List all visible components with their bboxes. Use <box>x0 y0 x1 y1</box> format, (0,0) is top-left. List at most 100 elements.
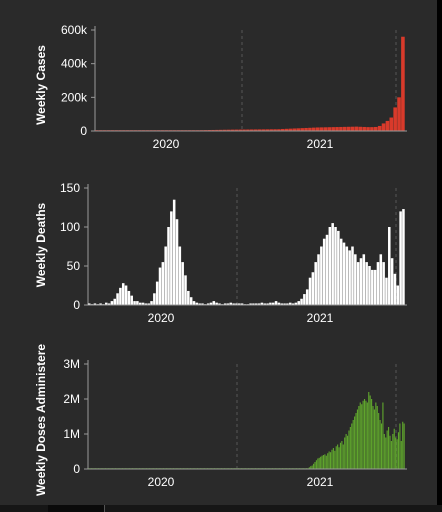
bar <box>325 234 329 305</box>
bar <box>308 467 310 469</box>
bar <box>167 227 170 305</box>
bar <box>181 262 184 305</box>
bar <box>107 303 111 305</box>
bar <box>382 402 384 469</box>
bar <box>257 303 261 305</box>
bar <box>150 301 153 305</box>
x-tick-label: 2021 <box>307 475 334 489</box>
bar <box>402 209 405 305</box>
y-tick-label: 150 <box>60 181 80 195</box>
bar <box>373 269 377 305</box>
bar <box>230 129 235 131</box>
bar <box>170 211 173 305</box>
bar <box>288 302 292 305</box>
bar <box>327 127 332 131</box>
bar <box>291 303 295 305</box>
bar <box>318 457 320 469</box>
bar <box>377 125 382 131</box>
bar <box>274 301 278 305</box>
bar <box>284 128 289 131</box>
bar <box>310 466 312 469</box>
bar <box>161 262 165 305</box>
bar <box>187 290 190 305</box>
bar <box>261 129 266 131</box>
y-tick-label: 0 <box>73 298 80 312</box>
bar <box>389 117 394 131</box>
bar <box>337 230 340 305</box>
bar <box>304 127 308 131</box>
bar <box>373 409 375 469</box>
x-tick-label: 2021 <box>307 137 334 151</box>
bar <box>325 455 327 469</box>
bar <box>386 430 388 469</box>
bar <box>366 402 368 469</box>
bar <box>312 127 316 131</box>
bar <box>211 129 215 131</box>
bar <box>379 420 381 469</box>
bar <box>155 281 159 305</box>
bar <box>365 262 368 305</box>
bar <box>354 126 359 131</box>
bar <box>356 409 358 469</box>
bar <box>354 254 357 305</box>
bar <box>315 127 320 131</box>
bar <box>399 423 401 469</box>
bar <box>238 129 242 131</box>
bar <box>141 302 145 305</box>
bar <box>226 303 230 305</box>
bar <box>388 427 390 469</box>
bar <box>343 126 347 131</box>
bar <box>206 303 210 305</box>
bar <box>393 273 397 305</box>
bar <box>341 441 343 469</box>
bar <box>283 303 286 305</box>
bar <box>246 129 250 131</box>
bar <box>252 303 255 305</box>
bar <box>363 399 366 469</box>
window-frame <box>437 0 442 512</box>
bar <box>192 301 196 305</box>
bar <box>403 423 405 469</box>
bar <box>388 227 391 305</box>
bar <box>257 129 262 131</box>
bar <box>401 36 405 132</box>
bar <box>164 246 167 305</box>
bar <box>305 289 309 305</box>
bar <box>308 127 312 131</box>
bar <box>328 451 330 469</box>
y-tick-label: 400k <box>61 57 88 71</box>
bar <box>300 128 304 131</box>
bar <box>342 242 346 305</box>
bar <box>158 267 162 305</box>
bar <box>172 199 176 305</box>
bar <box>314 262 317 305</box>
bar <box>358 406 360 469</box>
bar <box>209 302 213 305</box>
bar <box>331 127 335 131</box>
bar <box>337 444 339 469</box>
bar <box>355 413 357 469</box>
bar <box>348 430 350 469</box>
bar <box>297 301 300 305</box>
bar <box>338 447 340 469</box>
bar <box>320 456 322 469</box>
bar <box>370 127 374 131</box>
bar <box>371 399 373 469</box>
bar <box>380 423 383 469</box>
bar <box>393 107 397 131</box>
bar <box>119 287 122 305</box>
bar <box>317 254 320 305</box>
y-tick-label: 3M <box>63 357 80 371</box>
bar <box>362 254 366 305</box>
bar <box>339 238 343 305</box>
bar <box>242 129 246 131</box>
bar <box>124 285 128 305</box>
y-axis-label: Weekly Deaths <box>34 202 48 287</box>
y-tick-label: 50 <box>67 259 81 273</box>
bar <box>354 416 356 469</box>
bar <box>215 129 219 131</box>
bar <box>345 246 349 305</box>
bar <box>201 303 204 305</box>
